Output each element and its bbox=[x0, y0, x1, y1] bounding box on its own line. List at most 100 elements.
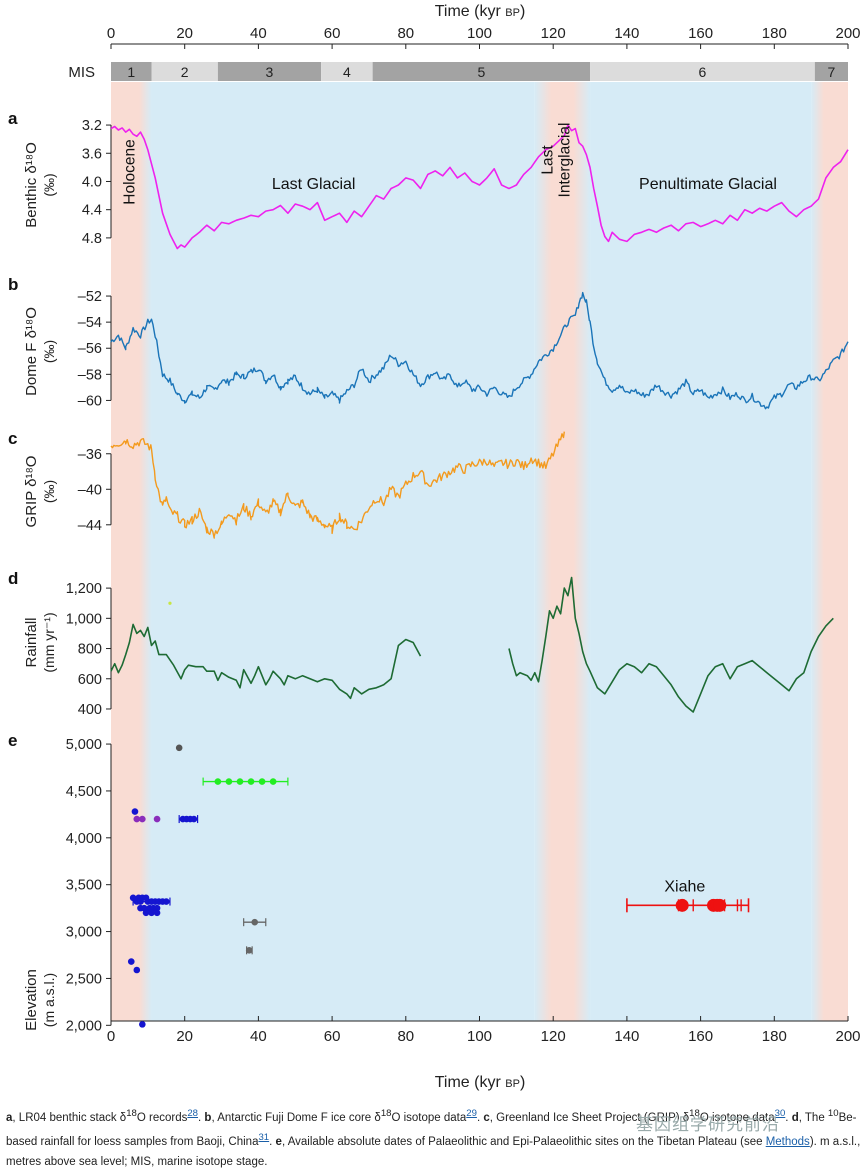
y-label2-b: (‰) bbox=[41, 340, 57, 363]
series-line-d-seg0 bbox=[110, 623, 422, 700]
site-point-8-0 bbox=[142, 909, 150, 917]
y-tick-label-c-1: –40 bbox=[78, 482, 102, 498]
methods-link[interactable]: Methods bbox=[765, 1135, 810, 1148]
site-point-9-0 bbox=[251, 918, 259, 926]
x-tick-label-top-0: 0 bbox=[107, 25, 115, 42]
watermark-text: 基因组学研究前沿 bbox=[636, 1115, 780, 1135]
y-tick-label-e-6: 5,000 bbox=[66, 737, 102, 753]
xiahe-point-3 bbox=[713, 898, 727, 912]
y-tick-label-a-2: 4.0 bbox=[82, 174, 102, 190]
series-line-c bbox=[110, 431, 565, 539]
site-point-6-1 bbox=[137, 898, 144, 905]
mis-stage-label-1: 1 bbox=[127, 64, 135, 80]
figure-caption: a, LR04 benthic stack δ18O records28. b,… bbox=[6, 1108, 861, 1168]
caption-ref-30[interactable]: 30 bbox=[774, 1108, 786, 1119]
y-tick-label-e-2: 3,000 bbox=[66, 925, 102, 941]
panel-letter-a: a bbox=[8, 109, 18, 128]
y-tick-label-b-1: –54 bbox=[78, 315, 102, 331]
series-line-a bbox=[110, 124, 849, 250]
mis-stage-1 bbox=[111, 62, 152, 81]
x-tick-label-top-120: 120 bbox=[541, 25, 566, 42]
band-warm-2 bbox=[534, 82, 591, 1021]
site-point-13-0 bbox=[139, 1021, 146, 1028]
x-tick-label-top-80: 80 bbox=[397, 25, 414, 42]
y-tick-label-b-0: –52 bbox=[78, 289, 102, 305]
x-tick-label-bottom-40: 40 bbox=[250, 1028, 267, 1045]
site-point-10-0 bbox=[245, 947, 253, 954]
y-tick-label-a-1: 3.6 bbox=[82, 146, 102, 162]
y-label2-e: (m a.s.l.) bbox=[41, 973, 57, 1027]
y-tick-label-d-4: 1,200 bbox=[66, 581, 102, 597]
mis-label: MIS bbox=[68, 64, 95, 81]
band-warm-4 bbox=[811, 82, 848, 1021]
site-point-3-1 bbox=[139, 815, 146, 823]
paleoclimate-figure: MIS 1 2 3 4 5 6 7 0 0 20 20 40 40 60 60 80 80 100 100 120 12… bbox=[8, 3, 861, 1091]
caption-b-text2: O isotope data bbox=[391, 1111, 467, 1124]
y-tick-label-c-2: –44 bbox=[78, 518, 102, 534]
site-point-1-4 bbox=[258, 778, 266, 785]
y-tick-label-d-0: 400 bbox=[78, 702, 102, 718]
caption-c-text: , Greenland Ice Sheet Project (GRIP) δ bbox=[489, 1111, 690, 1124]
x-tick-label-bottom-60: 60 bbox=[324, 1028, 341, 1045]
caption-c-sup: 18 bbox=[689, 1108, 700, 1119]
mis-stage-label-5: 5 bbox=[477, 64, 485, 80]
site-point-1-3 bbox=[247, 778, 255, 785]
x-tick-label-bottom-140: 140 bbox=[614, 1028, 639, 1045]
mis-stage-label-3: 3 bbox=[266, 64, 274, 80]
y-tick-label-a-0: 3.2 bbox=[82, 118, 102, 134]
y-label-d: Rainfall bbox=[23, 617, 40, 667]
caption-a-text: , LR04 benthic stack δ bbox=[12, 1111, 127, 1124]
site-point-11-0 bbox=[127, 958, 135, 965]
caption-ref-28[interactable]: 28 bbox=[187, 1108, 199, 1119]
mis-bar: MIS 1 2 3 4 5 6 7 bbox=[68, 62, 848, 81]
mis-stage-5 bbox=[372, 62, 591, 81]
y-label-a: Benthic δ¹⁸O bbox=[23, 142, 40, 228]
caption-e-label: e bbox=[275, 1135, 282, 1148]
series-layer bbox=[110, 124, 849, 1028]
site-point-12-0 bbox=[133, 966, 141, 974]
panel-letter-c: c bbox=[8, 429, 17, 448]
panel-letter-e: e bbox=[8, 731, 17, 750]
mis-stage-label-4: 4 bbox=[343, 64, 351, 80]
caption-see: (see bbox=[740, 1135, 766, 1148]
y-tick-label-d-2: 800 bbox=[78, 642, 102, 658]
caption-b-text: , Antarctic Fuji Dome F ice core δ bbox=[211, 1111, 381, 1124]
x-axis-title-bottom: Time (kyr BP) bbox=[435, 1074, 526, 1091]
y-label2-d: (mm yr⁻¹) bbox=[41, 612, 57, 672]
site-point-3-0 bbox=[133, 815, 141, 823]
extra-point-d-0 bbox=[168, 601, 172, 605]
x-tick-label-top-200: 200 bbox=[835, 25, 860, 42]
x-tick-label-bottom-160: 160 bbox=[688, 1028, 713, 1045]
site-point-0-0 bbox=[175, 744, 183, 752]
x-tick-label-top-40: 40 bbox=[250, 25, 267, 42]
x-tick-label-bottom-80: 80 bbox=[397, 1028, 414, 1045]
caption-ref-31[interactable]: 31 bbox=[258, 1131, 270, 1143]
x-tick-label-bottom-20: 20 bbox=[176, 1028, 193, 1045]
caption-a-sup: 18 bbox=[126, 1108, 137, 1119]
x-tick-label-bottom-200: 200 bbox=[835, 1028, 860, 1045]
xiahe-point-0 bbox=[675, 898, 689, 912]
x-tick-label-bottom-180: 180 bbox=[762, 1028, 787, 1045]
x-tick-label-bottom-0: 0 bbox=[107, 1028, 115, 1045]
band-label-4: Penultimate Glacial bbox=[639, 176, 777, 193]
caption-b-label: b bbox=[204, 1111, 212, 1124]
panel-letter-b: b bbox=[8, 275, 18, 294]
y-tick-label-b-4: –60 bbox=[78, 393, 102, 409]
axes: 0 0 20 20 40 40 60 60 80 80 100 100 120 120 140 140 160 1… bbox=[66, 3, 861, 1091]
site-point-7-4 bbox=[153, 904, 161, 912]
y-label2-a: (‰) bbox=[41, 173, 57, 196]
y-tick-label-a-3: 4.4 bbox=[82, 203, 102, 219]
caption-tail: ). m a.s.l., metres above sea level; MIS… bbox=[6, 1135, 861, 1168]
x-tick-label-top-100: 100 bbox=[467, 25, 492, 42]
site-point-4-3 bbox=[190, 815, 198, 823]
y-tick-label-d-1: 600 bbox=[78, 672, 102, 688]
series-line-b bbox=[110, 291, 849, 410]
caption-a-text2: O records bbox=[136, 1111, 188, 1124]
caption-ref-29[interactable]: 29 bbox=[466, 1108, 477, 1119]
y-label-b: Dome F δ¹⁸O bbox=[23, 307, 40, 396]
mis-stage-3 bbox=[217, 62, 322, 81]
y-tick-label-b-2: –56 bbox=[78, 341, 102, 357]
y-tick-label-c-0: –36 bbox=[78, 447, 102, 463]
caption-b-sup: 18 bbox=[380, 1108, 392, 1119]
